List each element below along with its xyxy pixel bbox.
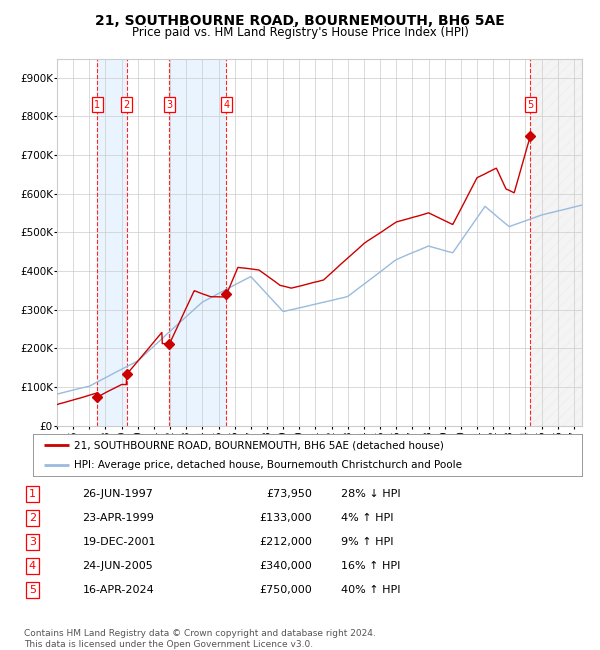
Text: £212,000: £212,000 (259, 537, 312, 547)
Text: 21, SOUTHBOURNE ROAD, BOURNEMOUTH, BH6 5AE: 21, SOUTHBOURNE ROAD, BOURNEMOUTH, BH6 5… (95, 14, 505, 29)
Text: 19-DEC-2001: 19-DEC-2001 (82, 537, 156, 547)
Text: 3: 3 (166, 100, 172, 110)
Text: 1: 1 (29, 489, 36, 499)
Text: 4: 4 (29, 561, 36, 571)
Text: £133,000: £133,000 (259, 513, 312, 523)
Text: 2: 2 (124, 100, 130, 110)
Text: HPI: Average price, detached house, Bournemouth Christchurch and Poole: HPI: Average price, detached house, Bour… (74, 460, 462, 470)
Text: 3: 3 (29, 537, 36, 547)
Text: 40% ↑ HPI: 40% ↑ HPI (341, 585, 401, 595)
Text: 4: 4 (223, 100, 229, 110)
Bar (97, 58, 127, 426)
Text: £340,000: £340,000 (259, 561, 312, 571)
Text: 9% ↑ HPI: 9% ↑ HPI (341, 537, 394, 547)
Bar (530, 58, 582, 426)
Text: Contains HM Land Registry data © Crown copyright and database right 2024.
This d: Contains HM Land Registry data © Crown c… (24, 629, 376, 649)
Text: 4% ↑ HPI: 4% ↑ HPI (341, 513, 394, 523)
Bar (169, 58, 226, 426)
Text: 16% ↑ HPI: 16% ↑ HPI (341, 561, 401, 571)
Text: 21, SOUTHBOURNE ROAD, BOURNEMOUTH, BH6 5AE (detached house): 21, SOUTHBOURNE ROAD, BOURNEMOUTH, BH6 5… (74, 441, 444, 450)
Text: 16-APR-2024: 16-APR-2024 (82, 585, 154, 595)
Text: 5: 5 (527, 100, 533, 110)
Text: 1: 1 (94, 100, 100, 110)
Text: 24-JUN-2005: 24-JUN-2005 (82, 561, 153, 571)
Text: Price paid vs. HM Land Registry's House Price Index (HPI): Price paid vs. HM Land Registry's House … (131, 26, 469, 39)
Text: 26-JUN-1997: 26-JUN-1997 (82, 489, 154, 499)
Text: 28% ↓ HPI: 28% ↓ HPI (341, 489, 401, 499)
Text: £73,950: £73,950 (266, 489, 312, 499)
Text: £750,000: £750,000 (259, 585, 312, 595)
Text: 2: 2 (29, 513, 36, 523)
Text: 23-APR-1999: 23-APR-1999 (82, 513, 154, 523)
Text: 5: 5 (29, 585, 36, 595)
